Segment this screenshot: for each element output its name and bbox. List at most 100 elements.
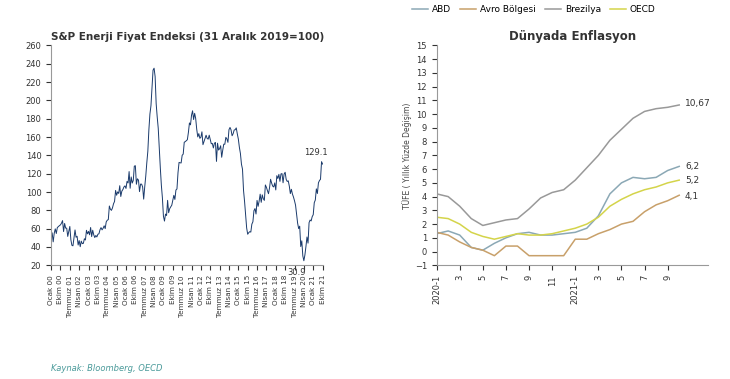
Brezilya <box>467 216 476 221</box>
Brezilya <box>490 221 499 225</box>
OECD <box>502 234 510 239</box>
ABD <box>617 181 626 185</box>
ABD <box>502 236 510 240</box>
Brezilya <box>444 194 453 199</box>
Text: 129.1: 129.1 <box>304 148 328 157</box>
Line: ABD: ABD <box>437 166 679 250</box>
ABD <box>571 230 580 235</box>
Brezilya <box>525 207 534 211</box>
Brezilya <box>594 153 603 158</box>
Text: 10,67: 10,67 <box>685 99 711 108</box>
Avro Bölgesi <box>594 232 603 236</box>
Avro Bölgesi <box>444 233 453 237</box>
ABD <box>456 233 464 237</box>
OECD <box>467 230 476 235</box>
Brezilya <box>537 196 545 200</box>
Text: S&P Enerji Fiyat Endeksi (31 Aralık 2019=100): S&P Enerji Fiyat Endeksi (31 Aralık 2019… <box>51 32 324 42</box>
Text: 30.9: 30.9 <box>287 268 306 277</box>
Brezilya <box>513 216 522 221</box>
OECD <box>583 222 591 226</box>
Brezilya <box>583 166 591 170</box>
Avro Bölgesi <box>629 219 637 224</box>
Y-axis label: TÜFE ( Yıllık Yüzde Değişim): TÜFE ( Yıllık Yüzde Değişim) <box>402 102 412 208</box>
Brezilya <box>548 190 556 195</box>
Avro Bölgesi <box>467 245 476 250</box>
Brezilya <box>629 116 637 121</box>
ABD <box>583 226 591 230</box>
OECD <box>456 222 464 226</box>
Avro Bölgesi <box>652 203 661 207</box>
ABD <box>675 164 683 169</box>
Brezilya <box>640 109 649 114</box>
Title: Dünyada Enflasyon: Dünyada Enflasyon <box>509 30 636 43</box>
Brezilya <box>456 204 464 208</box>
Brezilya <box>559 188 568 192</box>
ABD <box>605 192 614 196</box>
ABD <box>652 175 661 180</box>
Text: Kaynak: Bloomberg, OECD: Kaynak: Bloomberg, OECD <box>51 365 163 373</box>
Avro Bölgesi <box>490 254 499 258</box>
Avro Bölgesi <box>571 237 580 241</box>
Brezilya <box>617 127 626 132</box>
Avro Bölgesi <box>664 199 672 203</box>
OECD <box>629 192 637 196</box>
ABD <box>478 248 487 252</box>
Brezilya <box>605 138 614 143</box>
ABD <box>467 245 476 250</box>
ABD <box>444 229 453 233</box>
Brezilya <box>571 178 580 182</box>
Legend: ABD, Avro Bölgesi, Brezilya, OECD: ABD, Avro Bölgesi, Brezilya, OECD <box>409 2 659 18</box>
ABD <box>594 214 603 218</box>
OECD <box>652 185 661 189</box>
OECD <box>675 178 683 182</box>
OECD <box>664 181 672 185</box>
ABD <box>525 230 534 235</box>
ABD <box>640 177 649 181</box>
OECD <box>640 188 649 192</box>
OECD <box>548 232 556 236</box>
Avro Bölgesi <box>640 210 649 214</box>
ABD <box>537 233 545 237</box>
OECD <box>617 197 626 202</box>
Brezilya <box>502 218 510 222</box>
Line: OECD: OECD <box>437 180 679 239</box>
OECD <box>444 216 453 221</box>
Avro Bölgesi <box>432 230 441 235</box>
Text: 4,1: 4,1 <box>685 192 699 201</box>
Brezilya <box>478 223 487 228</box>
OECD <box>605 204 614 208</box>
OECD <box>490 237 499 241</box>
Avro Bölgesi <box>605 227 614 232</box>
OECD <box>571 226 580 230</box>
ABD <box>513 232 522 236</box>
Avro Bölgesi <box>559 254 568 258</box>
Line: Avro Bölgesi: Avro Bölgesi <box>437 195 679 256</box>
Brezilya <box>652 106 661 111</box>
OECD <box>432 215 441 219</box>
Avro Bölgesi <box>583 237 591 241</box>
Line: Brezilya: Brezilya <box>437 105 679 226</box>
ABD <box>432 232 441 236</box>
Text: 6,2: 6,2 <box>685 162 699 171</box>
Avro Bölgesi <box>502 244 510 248</box>
Avro Bölgesi <box>548 254 556 258</box>
ABD <box>559 232 568 236</box>
Avro Bölgesi <box>617 222 626 226</box>
OECD <box>525 233 534 237</box>
Brezilya <box>675 103 683 107</box>
Avro Bölgesi <box>537 254 545 258</box>
OECD <box>559 229 568 233</box>
Brezilya <box>664 105 672 110</box>
Brezilya <box>432 192 441 196</box>
OECD <box>513 232 522 236</box>
Avro Bölgesi <box>525 254 534 258</box>
OECD <box>594 215 603 219</box>
ABD <box>490 241 499 246</box>
Avro Bölgesi <box>478 248 487 252</box>
ABD <box>629 175 637 180</box>
Avro Bölgesi <box>675 193 683 197</box>
OECD <box>537 233 545 237</box>
Avro Bölgesi <box>456 240 464 244</box>
OECD <box>478 234 487 239</box>
Text: 5,2: 5,2 <box>685 175 699 185</box>
